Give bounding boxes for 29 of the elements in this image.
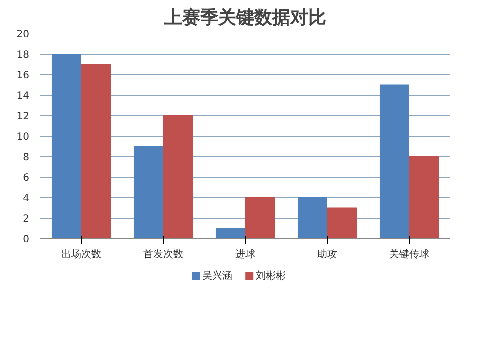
bar (134, 146, 164, 238)
legend-label: 刘彬彬 (256, 270, 286, 282)
y-tick-label: 10 (16, 132, 30, 143)
y-tick-label: 14 (16, 91, 30, 102)
bar (380, 84, 410, 238)
y-tick-label: 18 (16, 50, 30, 61)
bar (164, 116, 194, 238)
y-tick-label: 0 (23, 234, 30, 246)
bar (246, 198, 276, 238)
bar (328, 208, 358, 238)
y-tick-label: 2 (23, 214, 30, 225)
y-tick-label: 6 (23, 173, 30, 184)
legend-label: 吴兴涵 (202, 270, 232, 282)
y-tick-label: 4 (23, 194, 30, 204)
y-tick-label: 8 (23, 152, 30, 164)
bar (298, 198, 328, 238)
x-tick-label: 助攻 (318, 248, 338, 260)
chart-title: 上赛季关键数据对比 (164, 8, 326, 28)
x-tick-label: 出场次数 (62, 248, 102, 260)
bar (410, 156, 440, 238)
bar (82, 64, 112, 238)
y-tick-label: 16 (16, 70, 30, 82)
y-tick-label: 12 (16, 112, 30, 122)
x-tick-label: 关键传球 (390, 248, 430, 260)
x-tick-label: 进球 (236, 248, 256, 260)
bar (216, 228, 246, 238)
y-tick-label: 20 (16, 30, 30, 40)
bar (52, 54, 82, 238)
x-tick-label: 首发次数 (144, 248, 184, 260)
